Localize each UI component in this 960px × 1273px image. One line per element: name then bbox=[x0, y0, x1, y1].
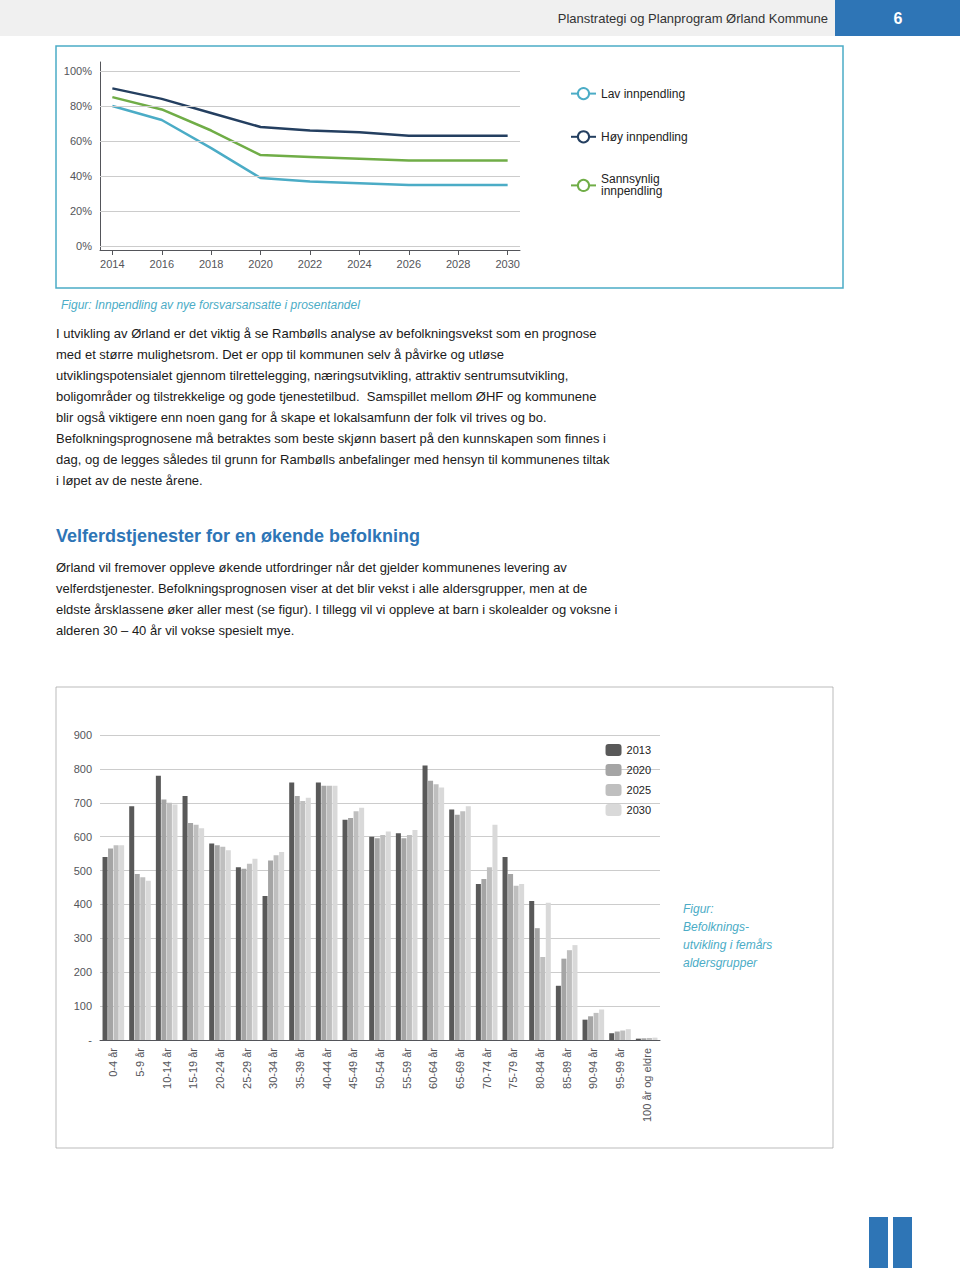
svg-text:utvikling i femårs: utvikling i femårs bbox=[683, 938, 772, 952]
svg-text:900: 900 bbox=[74, 729, 92, 741]
svg-text:100: 100 bbox=[74, 1000, 92, 1012]
svg-text:0%: 0% bbox=[76, 240, 92, 252]
svg-text:2030: 2030 bbox=[495, 258, 519, 270]
svg-text:Figur:: Figur: bbox=[683, 902, 714, 916]
svg-text:600: 600 bbox=[74, 831, 92, 843]
svg-text:velferdstjenester. Befolknings: velferdstjenester. Befolkningsprognosen … bbox=[56, 581, 587, 596]
svg-text:2014: 2014 bbox=[100, 258, 124, 270]
svg-text:innpendling: innpendling bbox=[601, 184, 662, 198]
svg-text:utviklingspotensialet gjennom: utviklingspotensialet gjennom tilrettele… bbox=[56, 368, 568, 383]
svg-text:aldersgrupper: aldersgrupper bbox=[683, 956, 758, 970]
svg-text:40-44 år: 40-44 år bbox=[321, 1048, 333, 1089]
svg-text:2020: 2020 bbox=[627, 764, 651, 776]
svg-text:2020: 2020 bbox=[248, 258, 272, 270]
svg-text:80%: 80% bbox=[70, 100, 92, 112]
svg-text:eldste årsklassene øker aller: eldste årsklassene øker aller mest (se f… bbox=[56, 602, 618, 617]
svg-text:Planstrategi og Planprogram Ør: Planstrategi og Planprogram Ørland Kommu… bbox=[558, 11, 828, 26]
svg-text:100%: 100% bbox=[64, 65, 92, 77]
svg-text:500: 500 bbox=[74, 865, 92, 877]
svg-text:dag, og de legges således til: dag, og de legges således til grunn for … bbox=[56, 452, 610, 467]
svg-text:Sannsynlig: Sannsynlig bbox=[601, 172, 660, 187]
svg-text:2013: 2013 bbox=[627, 744, 651, 756]
svg-text:65-69 år: 65-69 år bbox=[454, 1048, 466, 1089]
svg-text:2025: 2025 bbox=[627, 784, 651, 796]
svg-text:30-34 år: 30-34 år bbox=[267, 1048, 279, 1089]
svg-text:80-84 år: 80-84 år bbox=[534, 1048, 546, 1089]
svg-text:55-59 år: 55-59 år bbox=[401, 1048, 413, 1089]
svg-text:I utvikling av Ørland er det v: I utvikling av Ørland er det viktig å se… bbox=[56, 326, 596, 341]
svg-text:35-39 år: 35-39 år bbox=[294, 1048, 306, 1089]
svg-text:blir også viktigere enn noen g: blir også viktigere enn noen gang for å … bbox=[56, 410, 547, 425]
svg-text:700: 700 bbox=[74, 797, 92, 809]
svg-text:50-54 år: 50-54 år bbox=[374, 1048, 386, 1089]
svg-text:95-99 år: 95-99 år bbox=[614, 1048, 626, 1089]
svg-text:85-89 år: 85-89 år bbox=[561, 1048, 573, 1089]
svg-text:20-24 år: 20-24 år bbox=[214, 1048, 226, 1089]
svg-text:60-64 år: 60-64 år bbox=[427, 1048, 439, 1089]
svg-text:0-4 år: 0-4 år bbox=[107, 1048, 119, 1077]
svg-text:-: - bbox=[88, 1034, 92, 1046]
svg-text:90-94 år: 90-94 år bbox=[587, 1048, 599, 1089]
svg-text:70-74 år: 70-74 år bbox=[481, 1048, 493, 1089]
svg-text:boligområder og tilstrekkelige: boligområder og tilstrekkelige og gode t… bbox=[56, 389, 597, 404]
svg-text:Velferdstjenester for en økend: Velferdstjenester for en økende befolkni… bbox=[56, 526, 420, 546]
svg-text:40%: 40% bbox=[70, 170, 92, 182]
svg-text:15-19 år: 15-19 år bbox=[187, 1048, 199, 1089]
svg-text:Befolknings-: Befolknings- bbox=[683, 920, 749, 934]
svg-text:2018: 2018 bbox=[199, 258, 223, 270]
svg-text:Befolkningsprognosene må betra: Befolkningsprognosene må betraktes som b… bbox=[56, 431, 606, 446]
svg-text:Lav innpendling: Lav innpendling bbox=[601, 87, 685, 101]
svg-text:6: 6 bbox=[894, 10, 903, 27]
svg-text:2026: 2026 bbox=[397, 258, 421, 270]
svg-text:i løpet av de neste årene.: i løpet av de neste årene. bbox=[56, 473, 203, 488]
svg-text:2016: 2016 bbox=[150, 258, 174, 270]
svg-text:5-9 år: 5-9 år bbox=[134, 1048, 146, 1077]
svg-text:800: 800 bbox=[74, 763, 92, 775]
svg-text:300: 300 bbox=[74, 932, 92, 944]
svg-text:Figur: Innpendling av nye fors: Figur: Innpendling av nye forsvarsansatt… bbox=[61, 298, 360, 312]
svg-text:Høy innpendling: Høy innpendling bbox=[601, 130, 688, 144]
svg-text:2024: 2024 bbox=[347, 258, 371, 270]
svg-text:60%: 60% bbox=[70, 135, 92, 147]
svg-text:2022: 2022 bbox=[298, 258, 322, 270]
svg-text:25-29 år: 25-29 år bbox=[241, 1048, 253, 1089]
svg-text:alderen 30 – 40 år vil vokse s: alderen 30 – 40 år vil vokse spesielt my… bbox=[56, 623, 294, 638]
svg-text:2028: 2028 bbox=[446, 258, 470, 270]
svg-text:20%: 20% bbox=[70, 205, 92, 217]
svg-text:400: 400 bbox=[74, 898, 92, 910]
svg-text:med et større mulighetsrom. De: med et større mulighetsrom. Det er opp t… bbox=[56, 347, 504, 362]
svg-text:100 år og eldre: 100 år og eldre bbox=[641, 1048, 653, 1122]
svg-text:75-79 år: 75-79 år bbox=[507, 1048, 519, 1089]
svg-text:200: 200 bbox=[74, 966, 92, 978]
svg-text:10-14 år: 10-14 år bbox=[161, 1048, 173, 1089]
svg-text:2030: 2030 bbox=[627, 804, 651, 816]
svg-text:45-49 år: 45-49 år bbox=[347, 1048, 359, 1089]
svg-text:Ørland vil fremover oppleve øk: Ørland vil fremover oppleve økende utfor… bbox=[56, 560, 567, 575]
